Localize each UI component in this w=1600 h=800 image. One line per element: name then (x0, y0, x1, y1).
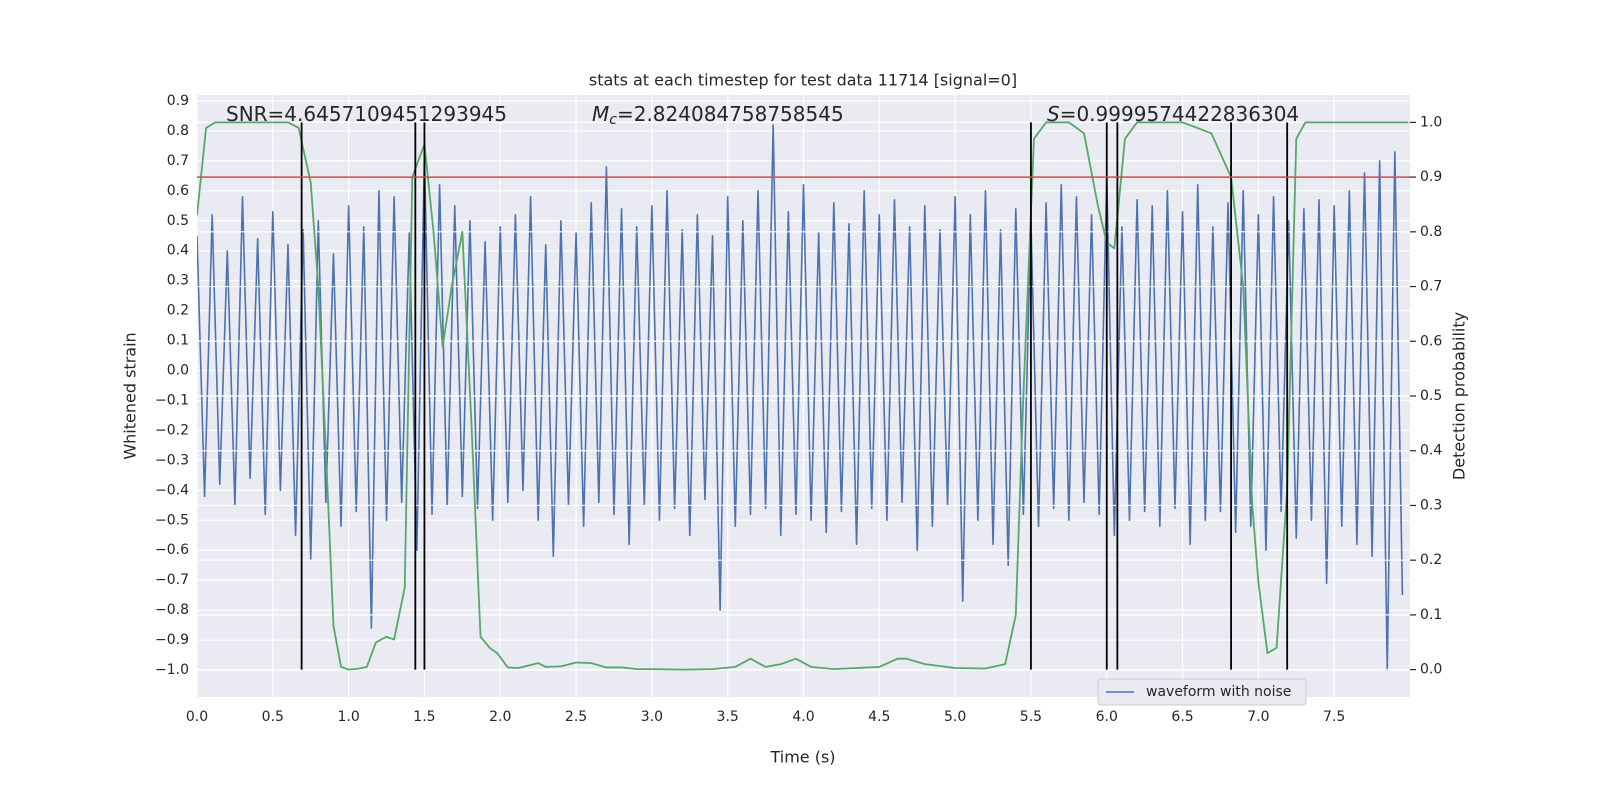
y-tick-label: 0.8 (167, 123, 189, 139)
y-tick-label: 0.2 (167, 303, 189, 319)
y2-tick-label: 0.6 (1420, 333, 1442, 349)
y2-axis-label: Detection probability (1450, 312, 1469, 480)
y-tick-label: −0.4 (155, 482, 189, 498)
x-tick-label: 6.0 (1096, 709, 1118, 725)
annotation: Mc=2.824084758758545 (592, 102, 844, 129)
y2-tick-label: 0.3 (1420, 497, 1442, 513)
plot-layer (197, 95, 1410, 697)
annotation-subscript: c (609, 112, 617, 128)
y-tick-label: −1.0 (155, 662, 189, 678)
y-tick-label: −0.6 (155, 542, 189, 558)
y-tick-label: −0.8 (155, 602, 189, 618)
legend-box (1097, 678, 1307, 706)
x-tick-label: 0.0 (186, 709, 208, 725)
y-tick-label: 0.0 (167, 363, 189, 379)
x-tick-label: 5.0 (944, 709, 966, 725)
y-axis-label: Whitened strain (121, 332, 140, 459)
y-tick-label: −0.9 (155, 632, 189, 648)
annotation-symbol: S (1047, 102, 1060, 126)
annotation-symbol: M (592, 102, 609, 126)
annotation: S=0.9999574422836304 (1047, 102, 1299, 126)
y-tick-label: 0.9 (167, 93, 189, 109)
y-tick-label: 0.7 (167, 153, 189, 169)
y-tick-label: 0.1 (167, 333, 189, 349)
x-tick-label: 3.0 (641, 709, 663, 725)
y-tick-label: 0.5 (167, 213, 189, 229)
y2-tick-label: 0.7 (1420, 279, 1442, 295)
x-tick-label: 7.0 (1247, 709, 1269, 725)
x-axis-label: Time (s) (769, 748, 835, 767)
y-tick-label: 0.3 (167, 273, 189, 289)
y-tick-label: −0.5 (155, 512, 189, 528)
y2-tick-label: 0.1 (1420, 607, 1442, 623)
y2-tick-label: 0.0 (1420, 662, 1442, 678)
y-tick-label: −0.1 (155, 392, 189, 408)
y2-tick-label: 0.4 (1420, 443, 1442, 459)
x-tick-label: 0.5 (262, 709, 284, 725)
chart-title: stats at each timestep for test data 117… (589, 71, 1017, 90)
y2-tick-label: 1.0 (1420, 114, 1442, 130)
y2-tick-label: 0.8 (1420, 224, 1442, 240)
legend: waveform with noise (1097, 678, 1307, 706)
annotation: SNR=4.6457109451293945 (226, 102, 507, 126)
y-tick-label: −0.7 (155, 572, 189, 588)
waveform-line (197, 124, 1404, 671)
x-tick-label: 4.5 (868, 709, 890, 725)
x-tick-label: 2.0 (489, 709, 511, 725)
x-tick-label: 7.5 (1323, 709, 1345, 725)
probability-line (197, 121, 1409, 671)
x-tick-label: 6.5 (1171, 709, 1193, 725)
y2-tick-label: 0.9 (1420, 169, 1442, 185)
y2-tick-label: 0.2 (1420, 552, 1442, 568)
x-tick-label: 3.5 (717, 709, 739, 725)
x-tick-label: 1.0 (337, 709, 359, 725)
x-tick-label: 1.5 (413, 709, 435, 725)
legend-label: waveform with noise (1146, 684, 1291, 700)
y2-tick-label: 0.5 (1420, 388, 1442, 404)
annotation-text: =0.9999574422836304 (1060, 102, 1299, 126)
annotation-text: SNR=4.6457109451293945 (226, 102, 507, 126)
x-tick-label: 2.5 (565, 709, 587, 725)
annotation-text: =2.824084758758545 (617, 102, 844, 126)
y-tick-label: −0.3 (155, 452, 189, 468)
x-tick-label: 4.0 (792, 709, 814, 725)
y-tick-label: 0.6 (167, 183, 189, 199)
x-tick-label: 5.5 (1020, 709, 1042, 725)
y-tick-label: −0.2 (155, 422, 189, 438)
y-tick-label: 0.4 (167, 243, 189, 259)
